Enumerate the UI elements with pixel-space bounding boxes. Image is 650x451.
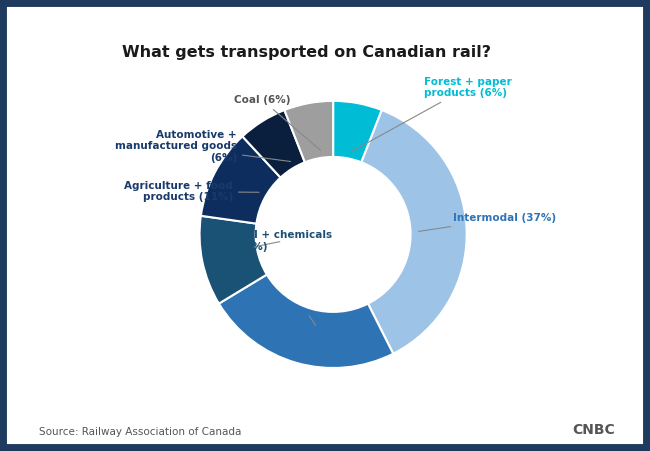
Wedge shape bbox=[242, 110, 305, 178]
Text: Coal (6%): Coal (6%) bbox=[234, 95, 320, 151]
Text: CNBC: CNBC bbox=[572, 423, 615, 437]
Text: Forest + paper
products (6%): Forest + paper products (6%) bbox=[351, 77, 512, 152]
Wedge shape bbox=[333, 101, 382, 162]
Wedge shape bbox=[361, 110, 467, 354]
Text: What gets transported on Canadian rail?: What gets transported on Canadian rail? bbox=[122, 45, 491, 60]
Wedge shape bbox=[200, 216, 267, 304]
Text: Fuel + chemicals
(11%): Fuel + chemicals (11%) bbox=[233, 230, 332, 252]
Text: Intermodal (37%): Intermodal (37%) bbox=[419, 213, 556, 231]
Text: Automotive +
manufactured goods
(6%): Automotive + manufactured goods (6%) bbox=[115, 130, 291, 163]
Text: Agriculture + food
products (11%): Agriculture + food products (11%) bbox=[124, 181, 259, 202]
Wedge shape bbox=[201, 136, 281, 224]
Text: Source: Railway Association of Canada: Source: Railway Association of Canada bbox=[39, 428, 241, 437]
Wedge shape bbox=[285, 101, 333, 162]
Wedge shape bbox=[219, 275, 393, 368]
Text: Metals + minerals
(24%): Metals + minerals (24%) bbox=[273, 316, 380, 352]
